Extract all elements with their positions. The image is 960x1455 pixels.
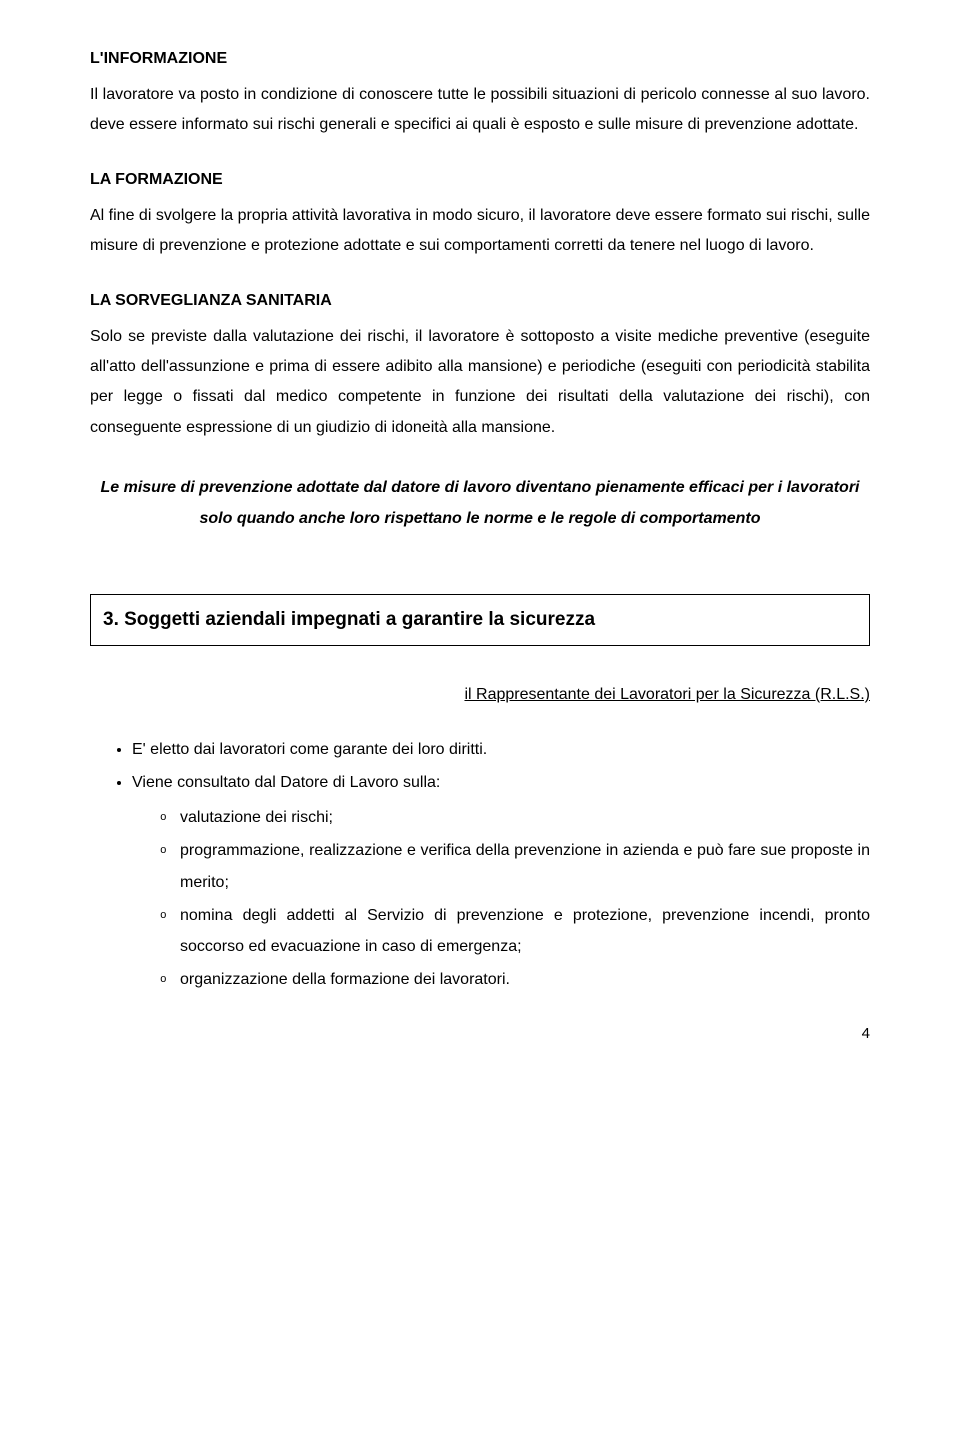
sub-bullet-4: organizzazione della formazione dei lavo… xyxy=(160,964,870,995)
section-body-formazione: Al fine di svolgere la propria attività … xyxy=(90,201,870,262)
page-number: 4 xyxy=(90,1025,870,1042)
boxed-heading-section-3: 3. Soggetti aziendali impegnati a garant… xyxy=(90,594,870,646)
section-body-sorveglianza: Solo se previste dalla valutazione dei r… xyxy=(90,322,870,444)
section-title-formazione: LA FORMAZIONE xyxy=(90,171,870,189)
section-title-informazione: L'INFORMAZIONE xyxy=(90,50,870,68)
emphasis-paragraph: Le misure di prevenzione adottate dal da… xyxy=(90,473,870,534)
bullet-item-1: E' eletto dai lavoratori come garante de… xyxy=(132,734,870,765)
sub-bullet-list: valutazione dei rischi; programmazione, … xyxy=(132,802,870,995)
section-body-informazione: Il lavoratore va posto in condizione di … xyxy=(90,80,870,141)
bullet-list: E' eletto dai lavoratori come garante de… xyxy=(90,734,870,996)
sub-bullet-1: valutazione dei rischi; xyxy=(160,802,870,833)
bullet-item-2-text: Viene consultato dal Datore di Lavoro su… xyxy=(132,774,440,791)
section-title-sorveglianza: LA SORVEGLIANZA SANITARIA xyxy=(90,292,870,310)
sub-bullet-3: nomina degli addetti al Servizio di prev… xyxy=(160,900,870,962)
rls-heading: il Rappresentante dei Lavoratori per la … xyxy=(90,686,870,704)
document-page: L'INFORMAZIONE Il lavoratore va posto in… xyxy=(0,0,960,1082)
bullet-item-2: Viene consultato dal Datore di Lavoro su… xyxy=(132,767,870,995)
sub-bullet-2: programmazione, realizzazione e verifica… xyxy=(160,835,870,897)
